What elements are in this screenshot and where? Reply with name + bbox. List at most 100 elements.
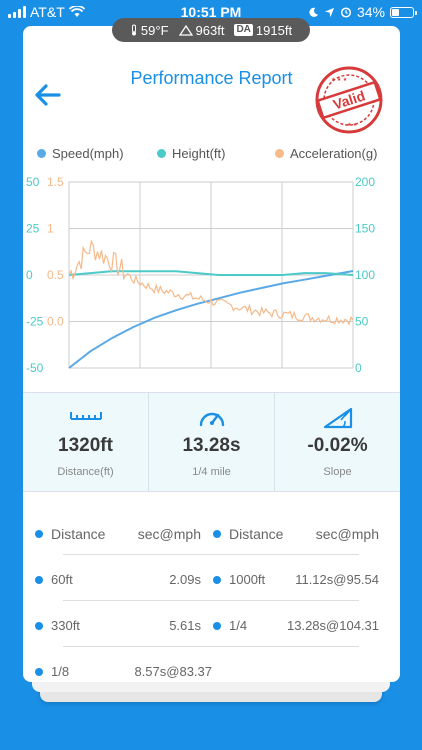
bullet-icon: [35, 622, 43, 630]
stat-slope-label: Slope: [323, 466, 352, 478]
altitude: 963ft: [178, 22, 225, 38]
weather-conditions: 59°F 963ft DA 1915ft: [112, 18, 310, 42]
stat-distance-label: Distance(ft): [57, 466, 114, 478]
splits-table: Distance sec@mph Distance sec@mph 60ft 2…: [23, 516, 400, 682]
tick-label: 0.0: [47, 315, 64, 329]
split-distance: 1/4: [229, 618, 248, 633]
split-value: 8.57s@83.37: [134, 664, 212, 679]
bullet-icon: [35, 530, 43, 538]
row-divider: [63, 554, 359, 555]
split-value: 2.09s: [169, 572, 201, 587]
performance-chart: 50 25 0 -25 -50 1.5 1 0.5 0.0 200 150 100 50 0: [26, 175, 375, 375]
tick-label: 50: [26, 175, 40, 189]
header-value: sec@mph: [137, 526, 201, 542]
bullet-icon: [35, 668, 43, 676]
tick-label: 0: [26, 268, 33, 282]
page-title: Performance Report: [130, 68, 293, 88]
back-arrow-icon[interactable]: [33, 80, 63, 110]
wifi-icon: [68, 6, 85, 17]
tick-label: 1.5: [47, 175, 64, 189]
density-altitude-value: 1915ft: [255, 22, 293, 38]
tick-label: 50: [355, 315, 369, 329]
speed-dot-icon: [37, 149, 46, 158]
left-inner-axis: 1.5 1 0.5 0.0: [47, 175, 64, 329]
bullet-icon: [213, 530, 221, 538]
temperature-value: 59°F: [140, 22, 169, 38]
series-line-speed: [68, 270, 354, 369]
left-outer-axis: 50 25 0 -25 -50: [26, 175, 44, 375]
chart-series: [68, 239, 354, 369]
bullet-icon: [213, 576, 221, 584]
stat-time-value: 13.28s: [182, 435, 241, 456]
header-distance: Distance: [229, 526, 284, 542]
status-right: 34%: [308, 4, 417, 20]
chart-grid: [69, 182, 353, 368]
tick-label: -50: [26, 361, 44, 375]
tick-label: 100: [355, 268, 375, 282]
stat-distance: 1320ft Distance(ft): [23, 393, 149, 491]
status-left: AT&T: [8, 4, 85, 20]
split-distance: 1000ft: [229, 572, 266, 587]
thermometer-icon: [131, 24, 136, 36]
valid-stamp-icon: Valid ★ ★ ★ ★ ★: [315, 66, 383, 134]
density-altitude: DA 1915ft: [234, 23, 292, 38]
status-bar: AT&T 10:51 PM 34%: [0, 0, 422, 24]
svg-text:★ ★ ★: ★ ★ ★: [331, 77, 348, 83]
header-distance: Distance: [51, 526, 106, 542]
tick-label: 1: [47, 222, 54, 236]
legend-item-height: Height(ft): [157, 146, 225, 161]
moon-icon: [309, 7, 319, 17]
location-arrow-icon: [324, 7, 335, 17]
row-divider: [63, 600, 359, 601]
split-value: 11.12s@95.54: [295, 572, 379, 587]
chart-legend: Speed(mph) Height(ft) Acceleration(g): [23, 146, 400, 162]
summary-stats: 1320ft Distance(ft) 13.28s 1/4 mile: [23, 392, 400, 492]
ruler-icon: [69, 412, 102, 420]
legend-label-speed: Speed(mph): [52, 146, 124, 161]
speedometer-icon: [199, 412, 224, 427]
header-value: sec@mph: [315, 526, 379, 542]
temperature: 59°F: [130, 23, 169, 38]
tick-label: 150: [355, 222, 375, 236]
mountain-icon: [178, 24, 193, 36]
table-row: 330ft 5.61s 1/4 13.28s@104.31: [23, 608, 400, 654]
tick-label: 200: [355, 175, 375, 189]
altitude-value: 963ft: [195, 22, 225, 38]
legend-label-height: Height(ft): [172, 146, 226, 161]
height-dot-icon: [157, 149, 166, 158]
battery-percent: 34%: [356, 4, 385, 20]
table-row: 1/8 8.57s@83.37: [23, 654, 400, 682]
tick-label: 25: [26, 222, 40, 236]
carrier-label: AT&T: [30, 4, 65, 20]
stat-quarter-mile: 13.28s 1/4 mile: [149, 393, 275, 491]
acceleration-dot-icon: [275, 149, 284, 158]
bullet-icon: [213, 622, 221, 630]
stat-slope-value: -0.02%: [307, 435, 368, 456]
svg-text:★ ★: ★ ★: [347, 122, 358, 128]
splits-header-row: Distance sec@mph Distance sec@mph: [23, 516, 400, 562]
signal-icon: [8, 6, 26, 18]
right-axis: 200 150 100 50 0: [355, 175, 375, 375]
split-distance: 330ft: [51, 618, 80, 633]
legend-item-acceleration: Acceleration(g): [275, 146, 377, 161]
tick-label: 0.5: [47, 268, 64, 282]
da-badge: DA: [234, 24, 253, 36]
stat-distance-value: 1320ft: [58, 435, 113, 456]
bullet-icon: [35, 576, 43, 584]
row-divider: [63, 646, 359, 647]
split-value: 5.61s: [169, 618, 201, 633]
split-distance: 60ft: [51, 572, 73, 587]
legend-label-acceleration: Acceleration(g): [290, 146, 378, 161]
tick-label: -25: [26, 315, 44, 329]
battery-icon: [390, 6, 417, 18]
split-value: 13.28s@104.31: [287, 618, 379, 633]
series-line-height: [68, 270, 354, 276]
legend-item-speed: Speed(mph): [37, 146, 124, 161]
stat-time-label: 1/4 mile: [192, 466, 231, 478]
tick-label: 0: [355, 361, 362, 375]
clock: 10:51 PM: [180, 4, 242, 20]
slope-icon: [323, 407, 352, 429]
alarm-icon: [340, 7, 352, 18]
series-line-acceleration: [68, 239, 354, 326]
split-distance: 1/8: [51, 664, 70, 679]
